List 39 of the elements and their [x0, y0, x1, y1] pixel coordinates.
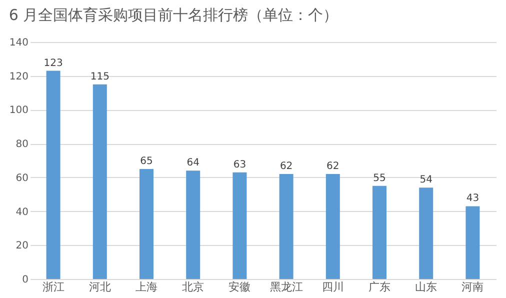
y-tick-label: 120: [9, 71, 28, 82]
data-label: 62: [280, 161, 293, 172]
y-tick-label: 80: [16, 139, 28, 150]
bar: [466, 206, 480, 279]
bar: [186, 170, 200, 279]
bar: [326, 174, 340, 279]
data-label: 64: [186, 158, 200, 169]
data-label: 43: [466, 193, 480, 204]
data-label: 55: [373, 172, 386, 184]
data-label: 62: [326, 161, 340, 172]
data-label: 54: [420, 174, 432, 186]
data-label: 123: [44, 58, 63, 69]
x-tick-label: 黑龙江: [270, 280, 303, 294]
bar: [140, 168, 154, 279]
chart-title: 6 月全国体育采购项目前十名排行榜（单位：个）: [8, 6, 338, 24]
y-tick-label: 100: [9, 105, 28, 116]
x-tick-label: 河北: [88, 280, 111, 294]
x-tick-label: 浙江: [42, 280, 64, 294]
y-tick-label: 20: [16, 240, 28, 252]
bar: [372, 186, 386, 279]
data-label: 65: [140, 156, 153, 167]
bar: [279, 174, 294, 279]
x-tick-label: 北京: [182, 280, 204, 294]
bar: [92, 84, 107, 279]
data-label: 115: [90, 71, 110, 82]
y-tick-label: 60: [16, 172, 28, 184]
bar: [46, 70, 60, 279]
x-tick-label: 四川: [322, 280, 344, 294]
y-tick-label: 40: [16, 206, 28, 218]
y-tick-label: 0: [22, 274, 28, 286]
y-tick-label: 140: [9, 38, 28, 48]
x-tick-label: 安徽: [228, 280, 251, 294]
x-tick-label: 山东: [415, 280, 438, 294]
bar: [232, 172, 247, 279]
x-tick-label: 河南: [462, 280, 484, 294]
bar: [419, 188, 434, 279]
x-tick-label: 广东: [368, 280, 390, 294]
x-tick-label: 上海: [136, 280, 158, 294]
data-label: 63: [233, 159, 246, 170]
